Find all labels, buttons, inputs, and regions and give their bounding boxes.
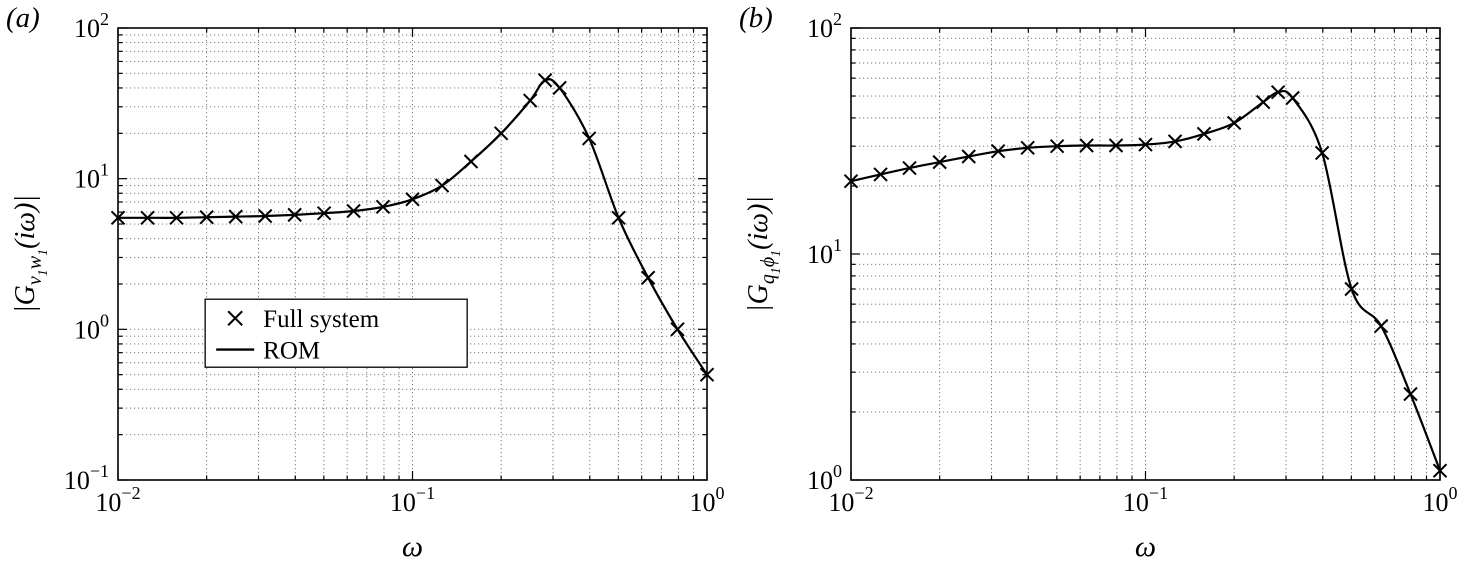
panel-b-plot: 10−2 10−1 100 100 101 102 ω |Gq1ϕ1(iω)| (743, 9, 1458, 563)
grid (117, 27, 708, 481)
legend: Full system ROM (204, 298, 468, 368)
axis-ticks (850, 27, 1441, 481)
x-tick-labels: 10−2 10−1 100 (828, 483, 1457, 517)
svg-text:100: 100 (807, 461, 842, 495)
svg-text:10−1: 10−1 (64, 461, 109, 495)
grid (850, 27, 1441, 481)
y-tick-labels: 100 101 102 (807, 9, 842, 495)
svg-text:102: 102 (74, 9, 109, 43)
svg-text:100: 100 (74, 310, 109, 344)
panel-a: (a) 10−2 10−1 100 10−1 100 101 102 Full system R… (6, 2, 725, 563)
y-axis-label: |Gv1w1(iω)| (10, 195, 51, 313)
panel-b-label: (b) (739, 2, 773, 34)
y-tick-labels: 10−1 100 101 102 (64, 9, 109, 495)
legend-label: ROM (263, 338, 320, 365)
x-axis-label: ω (402, 530, 423, 563)
svg-text:101: 101 (74, 160, 109, 194)
panel-a-label: (a) (6, 2, 40, 34)
x-tick-labels: 10−2 10−1 100 (95, 483, 724, 517)
svg-text:101: 101 (807, 235, 842, 269)
full-system-markers (110, 73, 715, 382)
full-system-markers (843, 84, 1448, 478)
svg-text:100: 100 (690, 483, 725, 517)
panel-b: (b) 10−2 10−1 100 100 101 102 ω |Gq1ϕ1(iω)| (733, 0, 1466, 569)
svg-text:100: 100 (1423, 483, 1458, 517)
legend-x-marker-icon (227, 310, 243, 326)
axis-ticks (117, 27, 708, 481)
svg-text:10−1: 10−1 (390, 483, 435, 517)
legend-box (204, 298, 468, 368)
svg-text:10−2: 10−2 (828, 483, 873, 517)
legend-label: Full system (263, 306, 380, 333)
svg-text:102: 102 (807, 9, 842, 43)
svg-text:10−1: 10−1 (1123, 483, 1168, 517)
y-axis-label: |Gq1ϕ1(iω)| (743, 196, 784, 312)
rom-curve (118, 78, 708, 376)
svg-text:10−2: 10−2 (95, 483, 140, 517)
x-axis-label: ω (1135, 530, 1156, 563)
